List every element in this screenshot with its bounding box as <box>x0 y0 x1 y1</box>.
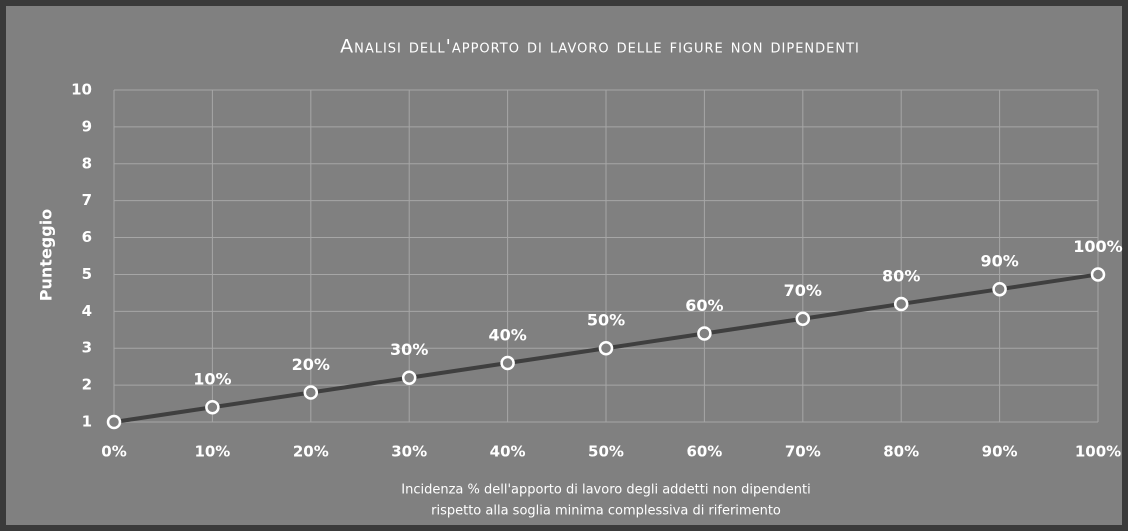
x-tick-label: 20% <box>293 443 329 461</box>
x-tick-label: 60% <box>686 443 722 461</box>
chart-title: Analisi dell'apporto di lavoro delle fig… <box>340 36 860 58</box>
y-tick-label: 8 <box>82 154 92 172</box>
x-tick-label: 0% <box>101 443 126 461</box>
data-label: 60% <box>685 296 723 315</box>
x-tick-label: 50% <box>588 443 624 461</box>
marker <box>893 296 909 312</box>
data-label: 80% <box>882 266 920 285</box>
marker <box>205 399 220 415</box>
x-tick-label: 70% <box>785 443 821 461</box>
data-label: 40% <box>488 325 526 344</box>
y-tick-label: 10 <box>71 81 92 99</box>
data-label: 20% <box>292 355 330 374</box>
x-tick-label: 100% <box>1075 443 1121 461</box>
y-tick-label: 4 <box>82 302 92 320</box>
y-tick-label: 9 <box>82 117 92 135</box>
marker <box>303 385 319 400</box>
x-axis-label: rispetto alla soglia minima complessiva … <box>431 504 781 519</box>
y-tick-label: 2 <box>82 376 92 394</box>
x-tick-label: 40% <box>490 443 526 461</box>
x-tick-label: 10% <box>194 443 230 461</box>
x-tick-label: 80% <box>883 443 919 461</box>
data-label: 30% <box>390 340 428 359</box>
y-tick-label: 7 <box>82 191 92 209</box>
y-axis-label: Punteggio <box>37 209 56 301</box>
x-tick-label: 30% <box>391 443 427 461</box>
data-label: 50% <box>587 311 625 330</box>
data-label: 10% <box>193 370 231 389</box>
y-tick-label: 5 <box>82 265 92 283</box>
x-axis-label: Incidenza % dell'apporto di lavoro degli… <box>401 483 810 498</box>
data-label: 90% <box>980 252 1018 271</box>
marker <box>401 370 417 385</box>
marker <box>795 311 811 326</box>
y-tick-label: 6 <box>82 228 92 246</box>
marker <box>598 340 614 356</box>
marker <box>992 281 1007 297</box>
marker <box>1090 267 1106 282</box>
y-tick-label: 1 <box>82 413 92 431</box>
x-tick-label: 90% <box>982 443 1018 461</box>
marker <box>500 355 515 371</box>
marker <box>697 326 712 341</box>
data-label: 100% <box>1073 237 1122 256</box>
y-tick-label: 3 <box>82 339 92 357</box>
marker <box>106 414 122 430</box>
data-label: 70% <box>784 281 822 300</box>
chart-background <box>6 6 1122 525</box>
